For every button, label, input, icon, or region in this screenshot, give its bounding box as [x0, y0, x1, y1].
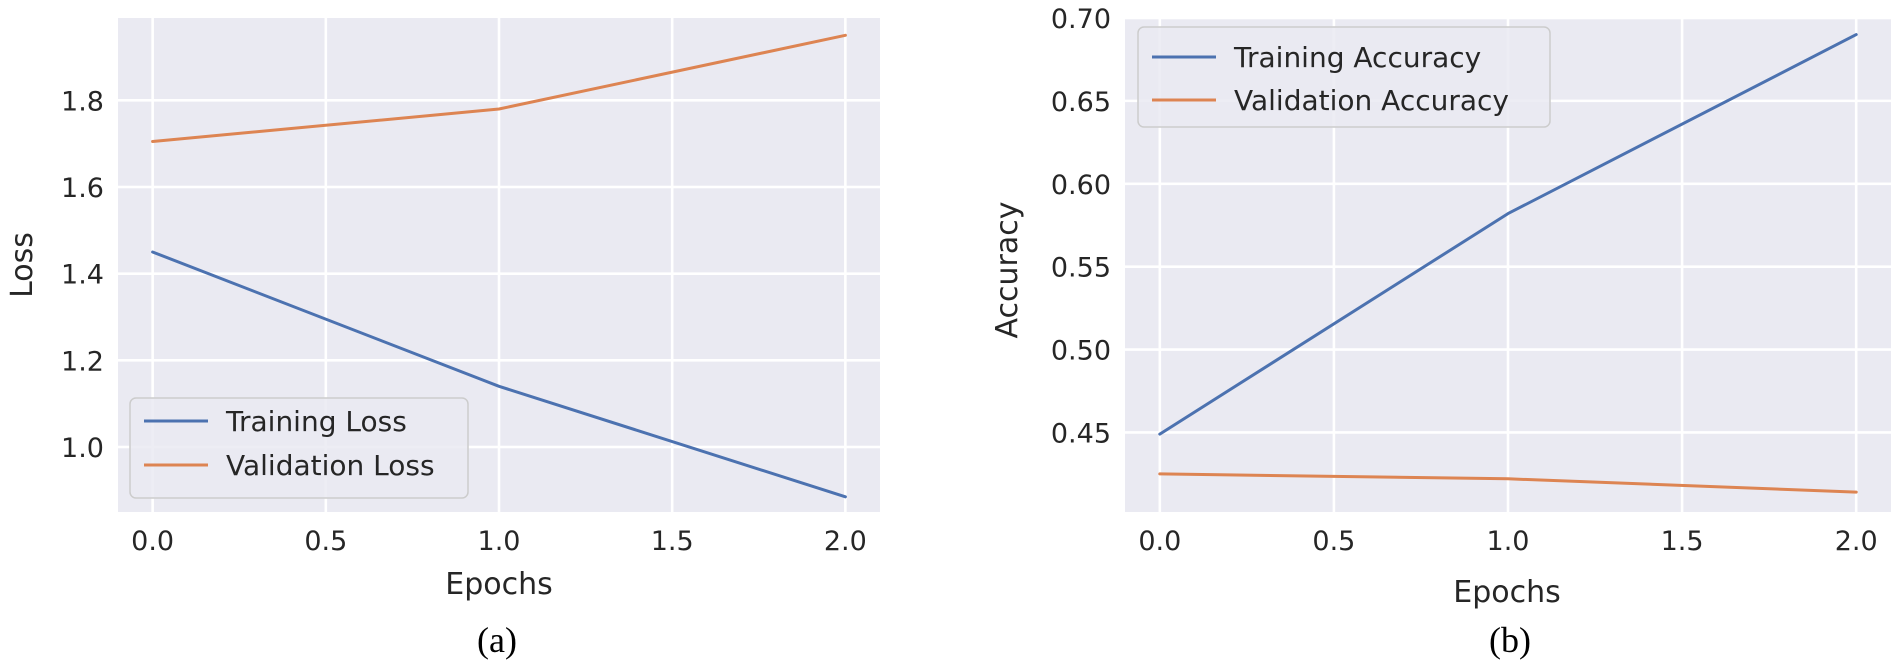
accuracy-y-tick-label: 0.65	[1051, 87, 1111, 118]
accuracy-legend: Training Accuracy Validation Accuracy	[1137, 26, 1551, 128]
accuracy-x-ticks: 0.0 0.5 1.0 1.5 2.0	[1138, 526, 1877, 557]
accuracy-y-tick-label: 0.45	[1051, 418, 1111, 449]
loss-y-ticks: 1.0 1.2 1.4 1.6 1.8	[61, 86, 104, 464]
accuracy-x-tick-label: 1.0	[1487, 526, 1530, 557]
loss-x-tick-label: 1.0	[478, 526, 521, 557]
loss-x-tick-label: 0.5	[304, 526, 347, 557]
accuracy-x-tick-label: 1.5	[1661, 526, 1704, 557]
accuracy-chart-panel: 0.0 0.5 1.0 1.5 2.0 0.45 0.50 0.55 0.60 0.65 0.70…	[990, 4, 1891, 660]
loss-y-tick-label: 1.8	[61, 86, 104, 117]
loss-y-tick-label: 1.6	[61, 173, 104, 204]
accuracy-series-lines	[1158, 33, 1858, 494]
loss-x-tick-label: 0.0	[131, 526, 174, 557]
loss-chart-panel: 0.0 0.5 1.0 1.5 2.0 1.0 1.2 1.4 1.6 1.8 Training…	[5, 18, 880, 660]
loss-series-line-validation-loss	[151, 33, 847, 143]
accuracy-series-line-training-accuracy	[1158, 33, 1858, 436]
loss-y-tick-label: 1.2	[61, 346, 104, 377]
accuracy-legend-label-validation: Validation Accuracy	[1234, 84, 1509, 117]
accuracy-series-line-validation-accuracy	[1158, 472, 1858, 494]
accuracy-x-tick-label: 0.5	[1312, 526, 1355, 557]
loss-x-ticks: 0.0 0.5 1.0 1.5 2.0	[131, 526, 867, 557]
accuracy-x-axis-label: Epochs	[1453, 575, 1561, 610]
accuracy-y-tick-label: 0.70	[1051, 4, 1111, 35]
accuracy-y-tick-label: 0.50	[1051, 336, 1111, 367]
loss-legend-label-validation: Validation Loss	[226, 449, 435, 482]
accuracy-y-ticks: 0.45 0.50 0.55 0.60 0.65 0.70	[1051, 4, 1111, 449]
loss-y-axis-label: Loss	[5, 232, 40, 298]
accuracy-y-tick-label: 0.55	[1051, 253, 1111, 284]
loss-series-lines	[151, 33, 847, 499]
loss-gridlines	[118, 18, 880, 512]
accuracy-legend-box	[1137, 26, 1551, 128]
loss-x-axis-label: Epochs	[445, 567, 553, 602]
loss-panel-caption: (a)	[477, 620, 517, 660]
loss-legend: Training Loss Validation Loss	[129, 397, 469, 499]
loss-series-line-training-loss	[151, 250, 847, 499]
loss-y-tick-label: 1.4	[61, 260, 104, 291]
loss-y-tick-label: 1.0	[61, 433, 104, 464]
accuracy-y-axis-label: Accuracy	[990, 202, 1025, 339]
loss-legend-box	[129, 397, 469, 499]
loss-x-tick-label: 1.5	[651, 526, 694, 557]
loss-x-tick-label: 2.0	[824, 526, 867, 557]
accuracy-y-tick-label: 0.60	[1051, 170, 1111, 201]
accuracy-x-tick-label: 0.0	[1138, 526, 1181, 557]
accuracy-x-tick-label: 2.0	[1835, 526, 1878, 557]
loss-legend-label-training: Training Loss	[225, 405, 407, 438]
accuracy-legend-label-training: Training Accuracy	[1233, 41, 1481, 74]
accuracy-panel-caption: (b)	[1489, 620, 1531, 660]
